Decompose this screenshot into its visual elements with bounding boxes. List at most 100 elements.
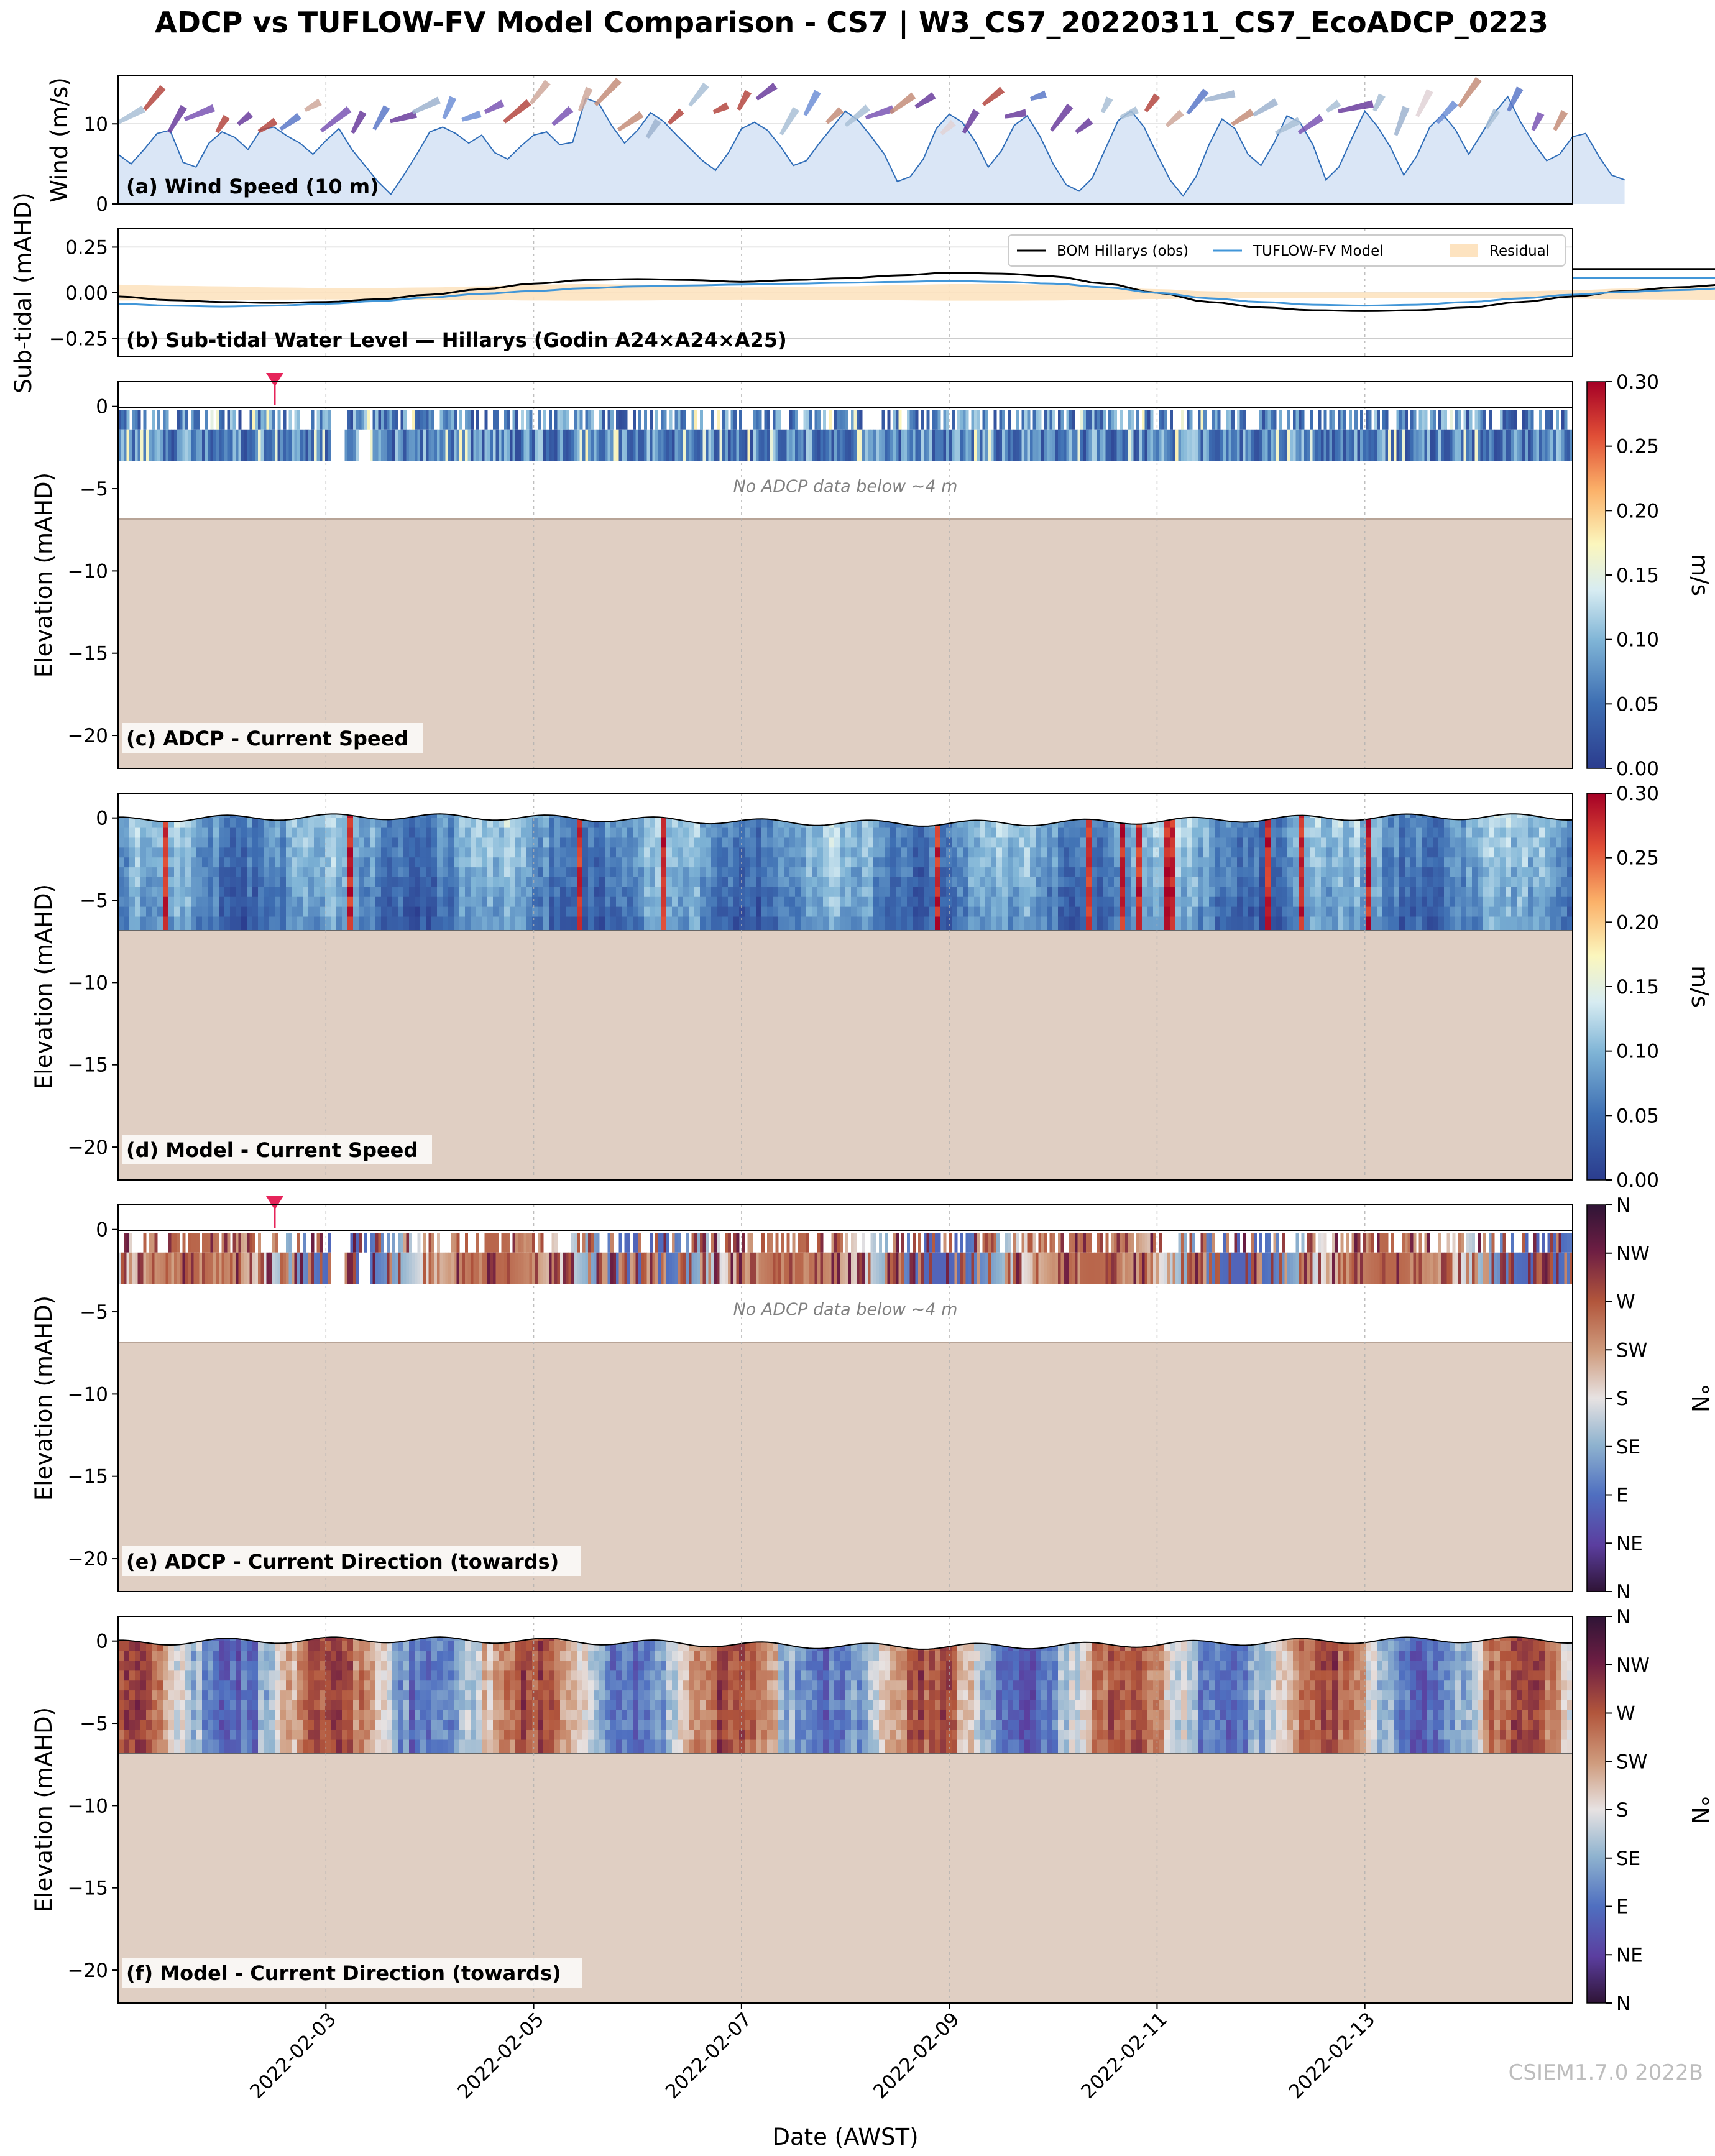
colorbar-tick-label: W [1616, 1703, 1635, 1725]
colorbar-tick-label: 0.20 [1616, 500, 1659, 522]
y-tick-label: 0 [96, 193, 108, 216]
colorbar-tick-label: 0.25 [1616, 436, 1659, 458]
model-speed-heatmap [118, 808, 1573, 931]
colorbar-tick-label: N [1616, 1194, 1630, 1217]
panel-f: 0 −5 −10 −15 −20 Elevation (mAHD) (f) Model … [30, 1606, 1713, 2015]
colorbar-tick-label: N [1616, 1581, 1630, 1603]
panel-a-label: (a) Wind Speed (10 m) [126, 175, 379, 198]
ylabel-e: Elevation (mAHD) [30, 1296, 57, 1501]
panel-d: 0 −5 −10 −15 −20 Elevation (mAHD) (d) Model … [30, 783, 1713, 1192]
y-ticks-c: 0 −5 −10 −15 −20 [68, 396, 118, 747]
panel-b-label: (b) Sub-tidal Water Level — Hillarys (Go… [126, 328, 787, 352]
surface-line-f [117, 1636, 1573, 1650]
colorbar-tick-label: 0.00 [1616, 758, 1659, 780]
colorbar-d [1586, 793, 1606, 1181]
x-tick-label: 2022-02-07 [661, 2008, 756, 2103]
panel-d-label: (d) Model - Current Speed [126, 1138, 418, 1162]
note-c: No ADCP data below ~4 m [733, 477, 958, 496]
y-tick-label: −20 [68, 1548, 108, 1570]
colorbar-e [1586, 1204, 1606, 1592]
colorbar-tick-label: N [1616, 1992, 1630, 2015]
colorbar-tick-label: NW [1616, 1243, 1650, 1265]
y-tick-label: −10 [68, 972, 108, 994]
colorbar-ticks-d: 0.00 0.05 0.10 0.15 0.20 0.25 0.30 [1606, 783, 1659, 1192]
x-tick-label: 2022-02-11 [1077, 2008, 1172, 2103]
colorbar-ticks-e: N NE E SE S SW W NW N [1606, 1194, 1650, 1603]
grid-f [325, 1616, 1366, 2003]
y-tick-label: −20 [68, 1136, 108, 1159]
x-tick-label: 2022-02-03 [246, 2008, 341, 2103]
adcp-speed-heatmap [118, 409, 1573, 461]
colorbar-tick-label: 0.20 [1616, 911, 1659, 934]
wind-area [118, 96, 1625, 204]
y-tick-label: 0.00 [65, 282, 108, 305]
legend-b: BOM Hillarys (obs) TUFLOW-FV Model Resid… [1008, 234, 1566, 267]
x-tick-label: 2022-02-05 [453, 2008, 548, 2103]
y-tick-label: 0 [96, 396, 108, 418]
x-tick-label: 2022-02-13 [1285, 2008, 1380, 2103]
colorbar-tick-label: 0.15 [1616, 976, 1659, 998]
y-tick-label: −0.25 [49, 328, 108, 351]
colorbar-tick-label: NE [1616, 1532, 1643, 1555]
y-tick-label: 0 [96, 1219, 108, 1242]
y-tick-label: −10 [68, 560, 108, 583]
panel-f-label: (f) Model - Current Direction (towards) [126, 1961, 561, 1985]
colorbar-tick-label: N [1616, 1606, 1630, 1628]
grid-d [325, 793, 1366, 1180]
panel-c-label: (c) ADCP - Current Speed [126, 727, 408, 750]
panel-a: 0 10 Wind (m/s) (a) Wind Speed (10 m) [46, 75, 1625, 216]
x-ticks: 2022-02-03 2022-02-05 2022-02-07 2022-02-09… [246, 2003, 1379, 2103]
y-ticks-b: −0.25 0.00 0.25 [49, 236, 118, 351]
y-tick-label: −15 [68, 1054, 108, 1077]
ylabel-b: Sub-tidal (mAHD) [10, 192, 37, 393]
colorbar-label-f: °N [1686, 1795, 1713, 1824]
colorbar-tick-label: NW [1616, 1654, 1650, 1677]
surface-line-d [117, 813, 1573, 827]
colorbar-label-d: m/s [1686, 965, 1713, 1008]
y-tick-label: 0.25 [65, 236, 108, 259]
y-tick-label: −10 [68, 1383, 108, 1406]
wind-speed-line [117, 95, 1625, 197]
ylabel-a: Wind (m/s) [46, 77, 73, 202]
ylabel-f: Elevation (mAHD) [30, 1707, 57, 1912]
colorbar-ticks-f: N NE E SE S SW W NW N [1606, 1606, 1650, 2015]
y-tick-label: 10 [84, 113, 108, 136]
legend-obs: BOM Hillarys (obs) [1057, 243, 1189, 259]
colorbar-tick-label: 0.05 [1616, 1105, 1659, 1127]
y-tick-label: −20 [68, 725, 108, 747]
colorbar-tick-label: 0.10 [1616, 629, 1659, 652]
panel-e: No ADCP data below ~4 m 0 −5 −10 −15 −20 Ele… [30, 1194, 1713, 1603]
y-tick-label: −15 [68, 643, 108, 665]
colorbar-tick-label: S [1616, 1388, 1629, 1410]
residual-band [118, 284, 1715, 301]
x-tick-label: 2022-02-09 [869, 2008, 964, 2103]
colorbar-tick-label: 0.05 [1616, 693, 1659, 716]
model-direction-heatmap [118, 1631, 1573, 1754]
adcp-direction-heatmap [118, 1232, 1573, 1284]
ylabel-c: Elevation (mAHD) [30, 472, 57, 678]
y-tick-label: −10 [68, 1795, 108, 1817]
y-tick-label: −5 [80, 478, 108, 500]
y-tick-label: −5 [80, 890, 108, 912]
y-tick-label: −20 [68, 1960, 108, 1982]
panel-c: No ADCP data below ~4 m 0 −5 −10 −15 −20 Ele… [30, 371, 1713, 780]
colorbar-tick-label: S [1616, 1799, 1629, 1822]
colorbar-tick-label: SE [1616, 1436, 1640, 1458]
y-ticks-e: 0 −5 −10 −15 −20 [68, 1219, 118, 1570]
colorbar-label-c: m/s [1686, 554, 1713, 596]
y-tick-label: 0 [96, 808, 108, 830]
y-tick-label: 0 [96, 1631, 108, 1653]
note-e: No ADCP data below ~4 m [733, 1300, 958, 1319]
colorbar-tick-label: 0.30 [1616, 783, 1659, 805]
y-ticks-a: 0 10 [84, 113, 118, 216]
panel-e-label: (e) ADCP - Current Direction (towards) [126, 1550, 559, 1573]
y-tick-label: −5 [80, 1713, 108, 1735]
wind-direction-arrows [117, 76, 1568, 139]
watermark: CSIEM1.7.0 2022B [1509, 2060, 1703, 2085]
y-ticks-d: 0 −5 −10 −15 −20 [68, 808, 118, 1159]
colorbar-f [1586, 1616, 1606, 2004]
model-line [117, 277, 1715, 308]
figure-title: ADCP vs TUFLOW-FV Model Comparison - CS7… [155, 6, 1548, 40]
y-ticks-f: 0 −5 −10 −15 −20 [68, 1631, 118, 1982]
